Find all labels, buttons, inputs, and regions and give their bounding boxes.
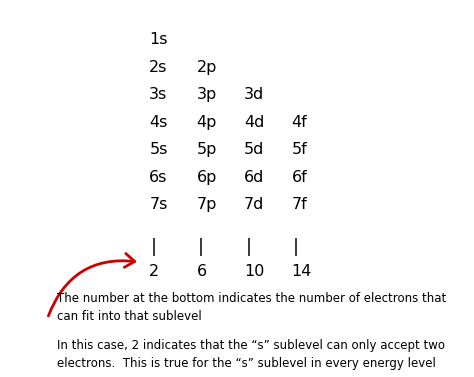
Text: 7p: 7p — [197, 197, 217, 212]
Text: 6d: 6d — [244, 170, 264, 185]
Text: 14: 14 — [292, 264, 312, 279]
Text: 6: 6 — [197, 264, 207, 279]
Text: In this case, 2 indicates that the “s” sublevel can only accept two
electrons.  : In this case, 2 indicates that the “s” s… — [57, 339, 445, 370]
Text: 5s: 5s — [149, 142, 168, 157]
Text: 3s: 3s — [149, 87, 168, 102]
Text: 6p: 6p — [197, 170, 217, 185]
FancyArrowPatch shape — [48, 253, 135, 316]
Text: 7s: 7s — [149, 197, 168, 212]
Text: |: | — [246, 238, 252, 256]
Text: 4p: 4p — [197, 115, 217, 130]
Text: 10: 10 — [244, 264, 264, 279]
Text: 5f: 5f — [292, 142, 307, 157]
Text: 2p: 2p — [197, 60, 217, 75]
Text: 5p: 5p — [197, 142, 217, 157]
Text: |: | — [198, 238, 204, 256]
Text: 3p: 3p — [197, 87, 217, 102]
Text: |: | — [293, 238, 299, 256]
Text: 2: 2 — [149, 264, 159, 279]
Text: 4d: 4d — [244, 115, 264, 130]
Text: 1s: 1s — [149, 32, 168, 47]
Text: 4s: 4s — [149, 115, 168, 130]
Text: 6s: 6s — [149, 170, 168, 185]
Text: 5d: 5d — [244, 142, 264, 157]
Text: The number at the bottom indicates the number of electrons that
can fit into tha: The number at the bottom indicates the n… — [57, 292, 446, 323]
Text: 3d: 3d — [244, 87, 264, 102]
Text: 6f: 6f — [292, 170, 307, 185]
Text: 2s: 2s — [149, 60, 168, 75]
Text: 4f: 4f — [292, 115, 307, 130]
Text: |: | — [151, 238, 157, 256]
Text: 7f: 7f — [292, 197, 307, 212]
Text: 7d: 7d — [244, 197, 264, 212]
